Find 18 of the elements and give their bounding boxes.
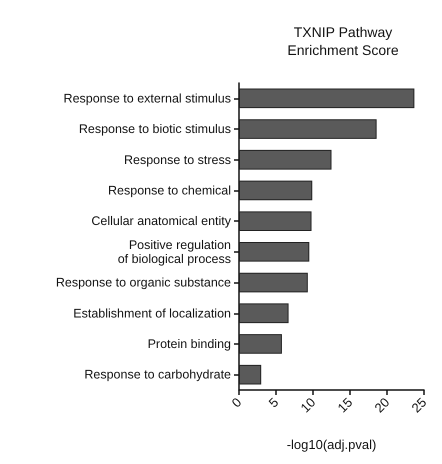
y-tick-label: Response to carbohydrate bbox=[84, 368, 232, 382]
y-tick-label: Response to biotic stimulus bbox=[78, 122, 231, 136]
chart-title: TXNIP Pathway Enrichment Score bbox=[287, 24, 399, 58]
y-tick-label: Establishment of localization bbox=[73, 306, 232, 320]
x-tick-label: 15 bbox=[334, 394, 356, 416]
y-tick-label: Positive regulation of biological process bbox=[118, 238, 232, 266]
x-tick-label: 10 bbox=[297, 394, 318, 416]
x-tick-label: 5 bbox=[266, 394, 282, 410]
y-tick-label: Response to stress bbox=[124, 152, 231, 167]
y-tick-label: Response to external stimulus bbox=[64, 91, 231, 106]
y-tick-label: Response to chemical bbox=[108, 183, 231, 198]
y-tick-label: Response to organic substance bbox=[56, 276, 232, 290]
x-tick-label: 25 bbox=[408, 394, 430, 416]
y-tick-label: Cellular anatomical entity bbox=[91, 214, 232, 228]
x-tick-label: 20 bbox=[371, 394, 392, 416]
y-tick-label: Protein binding bbox=[148, 336, 232, 351]
x-axis-title: -log10(adj.pval) bbox=[286, 437, 376, 452]
x-tick-label: 0 bbox=[228, 394, 244, 410]
